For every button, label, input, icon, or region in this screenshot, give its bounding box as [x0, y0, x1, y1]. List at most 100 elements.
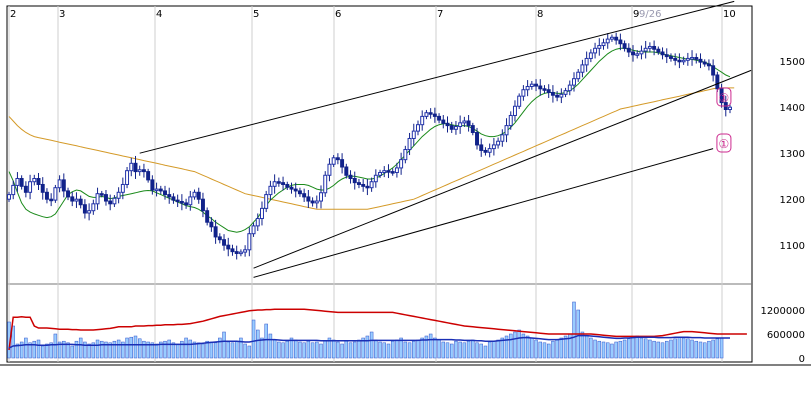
volume-bar: [251, 319, 256, 359]
candle-body: [618, 39, 623, 45]
candle-body: [104, 194, 108, 202]
volume-bar: [378, 341, 382, 359]
volume-bar: [374, 339, 378, 359]
candle-body: [382, 170, 387, 174]
candle-body: [310, 200, 315, 204]
volume-bar: [281, 342, 285, 359]
volume-bar: [711, 339, 715, 359]
volume-average-lines: [8, 308, 747, 351]
candlestick: [458, 115, 463, 134]
candlestick: [668, 53, 673, 62]
candlestick: [104, 190, 108, 206]
volume-bar: [614, 341, 618, 359]
volume-bar: [589, 337, 593, 359]
volume-bar: [28, 342, 32, 359]
date-marker-label: 9/26: [639, 9, 661, 20]
volume-bar: [45, 343, 49, 359]
candle-body: [601, 42, 606, 47]
candle-body: [209, 221, 214, 228]
volume-bar: [525, 335, 530, 359]
volume-bar: [462, 342, 467, 359]
candlestick: [643, 40, 648, 59]
candle-body: [647, 45, 652, 49]
volume-bar: [483, 345, 488, 359]
volume-bar: [386, 343, 391, 359]
volume-bar: [559, 337, 564, 359]
candlestick: [348, 170, 353, 184]
candlestick: [711, 59, 716, 82]
candlestick: [550, 85, 555, 103]
candle-body: [234, 251, 239, 254]
volume-bar: [327, 337, 332, 359]
candlestick: [647, 42, 652, 53]
month-tick-label: 2: [10, 9, 16, 20]
candlestick: [382, 166, 387, 178]
volume-bar: [159, 341, 163, 359]
volume-bar: [91, 342, 96, 359]
candle-body: [597, 45, 602, 49]
candle-body: [264, 194, 269, 209]
candlestick: [61, 173, 66, 198]
volume-bar: [260, 337, 264, 359]
candlestick: [462, 116, 467, 127]
volume-bar: [403, 341, 408, 359]
candlestick: [95, 187, 100, 210]
candle-body: [289, 186, 294, 190]
volume-bar: [348, 342, 353, 359]
volume-bar: [100, 340, 104, 359]
candle-body: [534, 83, 539, 87]
candle-body: [66, 190, 71, 198]
volume-bar: [622, 339, 627, 359]
volume-bar: [673, 338, 677, 359]
candle-body: [609, 36, 614, 40]
volume-bar: [361, 337, 365, 359]
candlestick: [483, 147, 488, 156]
volume-bar: [19, 341, 24, 359]
candlestick: [487, 143, 492, 158]
candlestick: [251, 222, 256, 237]
volume-bar: [707, 340, 711, 359]
volume-bar: [57, 341, 62, 359]
volume-bar: [15, 343, 20, 359]
volume-tick-label: 1200000: [760, 306, 805, 317]
volume-bar: [407, 342, 412, 359]
candlestick: [512, 100, 517, 122]
candlestick: [7, 191, 11, 202]
candle-body: [394, 167, 399, 174]
candle-body: [120, 183, 125, 193]
candle-body: [150, 179, 155, 191]
candle-body: [719, 88, 724, 104]
candle-body: [302, 193, 307, 198]
candlestick: [504, 118, 509, 143]
candle-body: [70, 196, 75, 202]
volume-bar: [336, 341, 340, 359]
candle-body: [285, 183, 290, 188]
volume-bar: [154, 343, 159, 359]
candlestick: [609, 34, 614, 42]
candle-body: [673, 57, 678, 61]
volume-bar: [70, 345, 74, 359]
volume-bar: [112, 340, 117, 359]
volume-bar: [226, 341, 230, 359]
candlestick: [521, 85, 526, 101]
candle-body: [487, 148, 492, 153]
volume-bar: [471, 339, 475, 359]
candlestick: [580, 59, 585, 78]
candlestick: [428, 108, 433, 119]
candlestick: [15, 172, 20, 192]
candle-body: [491, 144, 496, 150]
candle-body: [133, 162, 138, 173]
volume-bar: [542, 342, 547, 359]
candlestick: [323, 171, 328, 197]
candle-body: [411, 130, 416, 139]
candle-body: [82, 204, 87, 214]
candle-body: [576, 71, 581, 80]
candlestick: [137, 165, 142, 176]
candle-body: [23, 185, 28, 193]
candle-body: [28, 181, 33, 193]
candlestick: [369, 177, 374, 192]
volume-bar: [205, 340, 209, 359]
candlestick: [542, 85, 547, 94]
candle-body: [361, 183, 366, 187]
candle-body: [563, 90, 568, 95]
